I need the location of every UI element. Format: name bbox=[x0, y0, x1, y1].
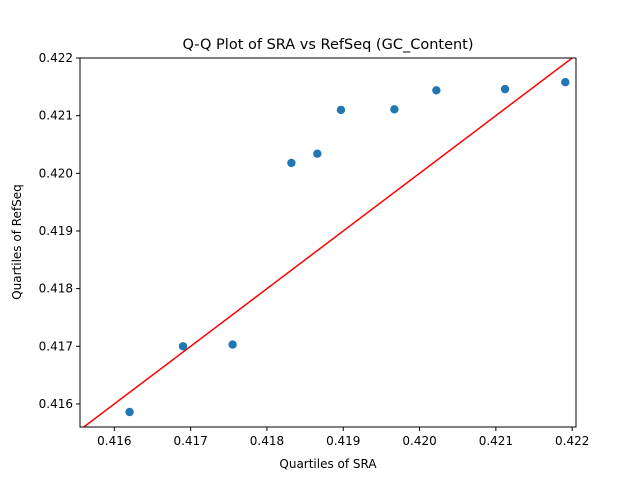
data-point bbox=[390, 105, 399, 114]
data-point bbox=[228, 340, 237, 349]
data-point bbox=[287, 158, 296, 168]
y-tick-label: 0.421 bbox=[39, 109, 73, 123]
x-tick-label: 0.418 bbox=[250, 434, 284, 448]
x-axis-label: Quartiles of SRA bbox=[279, 457, 377, 471]
data-point bbox=[432, 86, 441, 95]
y-tick-label: 0.418 bbox=[39, 282, 73, 296]
plot-frame bbox=[79, 57, 577, 428]
y-tick-label: 0.419 bbox=[39, 224, 73, 238]
x-tick-label: 0.421 bbox=[479, 434, 513, 448]
data-point bbox=[500, 84, 510, 94]
chart-title: Q-Q Plot of SRA vs RefSeq (GC_Content) bbox=[182, 37, 473, 53]
y-tick-label: 0.422 bbox=[39, 51, 73, 65]
x-tick-label: 0.422 bbox=[555, 434, 589, 448]
y-tick-label: 0.417 bbox=[39, 339, 73, 353]
x-axis-ticks: 0.416 0.417 0.418 0.419 0.420 0.421 0.422 bbox=[97, 427, 589, 448]
reference-line-layer bbox=[82, 58, 574, 427]
x-tick-label: 0.419 bbox=[326, 434, 360, 448]
y-tick-label: 0.420 bbox=[39, 166, 73, 180]
y-tick-label: 0.416 bbox=[39, 397, 73, 411]
data-point bbox=[336, 105, 346, 115]
points-layer bbox=[125, 78, 570, 417]
x-tick-label: 0.417 bbox=[173, 434, 207, 448]
data-point bbox=[178, 342, 188, 351]
y-axis-ticks: 0.416 0.417 0.418 0.419 0.420 0.421 0.422 bbox=[39, 51, 80, 411]
x-tick-label: 0.416 bbox=[97, 434, 131, 448]
reference-line bbox=[82, 58, 574, 427]
x-tick-label: 0.420 bbox=[402, 434, 436, 448]
data-point bbox=[561, 78, 570, 87]
data-point bbox=[125, 407, 134, 417]
data-point bbox=[313, 149, 322, 158]
y-axis-label: Quartiles of RefSeq bbox=[10, 184, 24, 300]
